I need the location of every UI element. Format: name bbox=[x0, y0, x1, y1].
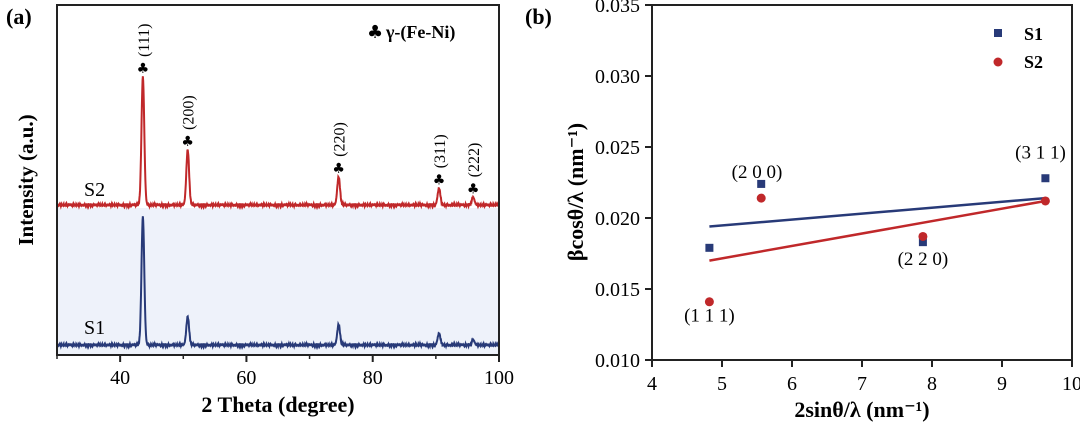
peak-label-0: (111) bbox=[136, 24, 153, 57]
b-x-tick-label-2: 6 bbox=[787, 373, 797, 395]
peak-marker-2: ♣ bbox=[332, 161, 345, 177]
point-s1-2 bbox=[918, 238, 927, 247]
legend-b-s1-marker bbox=[994, 29, 1002, 37]
hkl-label-0: (1 1 1) bbox=[684, 306, 735, 327]
b-y-tick-label-5: 0.035 bbox=[595, 0, 640, 17]
curve-label-s2: S2 bbox=[84, 179, 105, 201]
panel-a-label: (a) bbox=[6, 4, 32, 29]
legend-a-symbol: ♣ bbox=[367, 22, 383, 43]
panel-a-x-axis-title: 2 Theta (degree) bbox=[201, 392, 354, 417]
a-x-tick-label-3: 100 bbox=[484, 367, 514, 389]
panel-b-point-labels: (1 1 1) (2 0 0) (2 2 0) (3 1 1) bbox=[684, 142, 1066, 326]
panel-a-curves bbox=[56, 76, 500, 351]
b-y-tick-label-3: 0.025 bbox=[595, 137, 640, 159]
b-y-tick-label-0: 0.010 bbox=[595, 350, 640, 372]
point-s1-3 bbox=[1041, 174, 1050, 183]
hkl-label-1: (2 0 0) bbox=[732, 162, 783, 183]
legend-b-s1-label: S1 bbox=[1024, 24, 1043, 44]
peak-label-4: (222) bbox=[466, 143, 483, 178]
hkl-label-3: (3 1 1) bbox=[1015, 142, 1066, 163]
fit-line-s2 bbox=[709, 199, 1046, 262]
b-x-tick-label-1: 5 bbox=[717, 373, 727, 395]
panel-a-x-axis: 40 60 80 100 bbox=[56, 355, 514, 389]
hkl-label-2: (2 2 0) bbox=[898, 249, 949, 270]
panel-a: (a) ♣ (111) ♣ (200) ♣ (220) ♣ (311) ♣ (222) 40 60 8… bbox=[6, 4, 514, 417]
point-s2-1 bbox=[756, 193, 766, 203]
panel-b-fit-lines bbox=[709, 196, 1046, 262]
xrd-curve-s1 bbox=[56, 216, 500, 351]
point-s1-0 bbox=[705, 243, 714, 252]
point-s2-3 bbox=[1040, 196, 1050, 206]
panel-b: (b) 4 5 6 7 8 9 10 0.010 0.015 0.020 0.025 0.030 0.0… bbox=[525, 0, 1080, 422]
b-y-tick-label-2: 0.020 bbox=[595, 208, 640, 230]
peak-label-2: (220) bbox=[332, 122, 349, 157]
panel-b-y-axis-title: βcosθ/λ (nm⁻¹) bbox=[563, 123, 588, 261]
b-y-tick-label-1: 0.015 bbox=[595, 279, 640, 301]
legend-a-text: γ-(Fe-Ni) bbox=[385, 22, 455, 43]
peak-label-1: (200) bbox=[181, 95, 198, 130]
a-x-tick-label-2: 80 bbox=[363, 367, 383, 389]
panel-a-peak-annotations: ♣ (111) ♣ (200) ♣ (220) ♣ (311) ♣ (222) bbox=[136, 24, 483, 198]
b-x-tick-label-0: 4 bbox=[647, 373, 657, 395]
peak-marker-1: ♣ bbox=[181, 134, 194, 150]
b-x-tick-label-4: 8 bbox=[927, 373, 937, 395]
legend-b: S1 S2 bbox=[993, 24, 1043, 72]
panel-a-y-axis-title: Intensity (a.u.) bbox=[14, 114, 38, 245]
panel-b-axes: 4 5 6 7 8 9 10 0.010 0.015 0.020 0.025 0.030 0.035 bbox=[595, 0, 1080, 395]
panel-a-lower-band bbox=[57, 208, 499, 355]
b-x-tick-label-6: 10 bbox=[1062, 373, 1080, 395]
point-s1-1 bbox=[757, 179, 766, 188]
panel-b-points bbox=[704, 174, 1050, 307]
fit-line-s1 bbox=[709, 196, 1046, 228]
curve-label-s1: S1 bbox=[84, 317, 105, 339]
legend-b-s2-marker bbox=[993, 57, 1003, 67]
point-s2-2 bbox=[918, 231, 928, 241]
peak-marker-3: ♣ bbox=[433, 172, 446, 188]
legend-b-s2-label: S2 bbox=[1024, 52, 1043, 72]
peak-marker-4: ♣ bbox=[467, 181, 480, 197]
panel-b-x-axis-title: 2sinθ/λ (nm⁻¹) bbox=[794, 397, 929, 422]
peak-marker-0: ♣ bbox=[137, 61, 150, 77]
b-x-tick-label-3: 7 bbox=[857, 373, 867, 395]
a-x-tick-label-1: 60 bbox=[236, 367, 256, 389]
peak-label-3: (311) bbox=[432, 134, 449, 168]
point-s2-0 bbox=[704, 297, 714, 307]
b-x-tick-label-5: 9 bbox=[997, 373, 1007, 395]
b-y-tick-label-4: 0.030 bbox=[595, 66, 640, 88]
panel-b-label: (b) bbox=[525, 4, 552, 29]
xrd-curve-s2 bbox=[56, 76, 500, 211]
panel-a-plot-frame bbox=[56, 4, 500, 356]
a-x-tick-label-0: 40 bbox=[110, 367, 130, 389]
